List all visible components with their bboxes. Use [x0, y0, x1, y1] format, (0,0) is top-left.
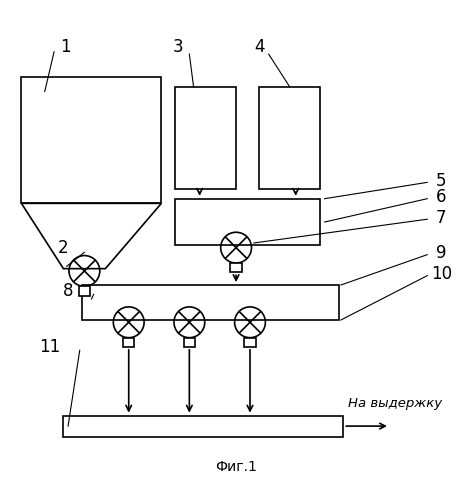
- Text: 2: 2: [58, 238, 69, 256]
- Bar: [63, 416, 343, 436]
- Text: 5: 5: [436, 172, 447, 190]
- Bar: [82, 285, 338, 320]
- Bar: [259, 86, 320, 190]
- Bar: [79, 286, 90, 296]
- Bar: [176, 198, 320, 246]
- Text: 11: 11: [39, 338, 60, 355]
- Text: 8: 8: [63, 282, 73, 300]
- Bar: [21, 78, 161, 204]
- Bar: [244, 338, 256, 347]
- Text: 6: 6: [436, 188, 447, 206]
- Bar: [230, 263, 242, 272]
- Bar: [176, 86, 236, 190]
- Bar: [184, 338, 195, 347]
- Text: 3: 3: [172, 38, 183, 56]
- Text: 4: 4: [254, 38, 265, 56]
- Text: На выдержку: На выдержку: [348, 397, 442, 410]
- Bar: [123, 338, 135, 347]
- Text: 7: 7: [436, 209, 447, 227]
- Text: Фиг.1: Фиг.1: [215, 460, 257, 474]
- Text: 9: 9: [436, 244, 447, 262]
- Text: 10: 10: [430, 266, 452, 283]
- Text: 1: 1: [60, 38, 71, 56]
